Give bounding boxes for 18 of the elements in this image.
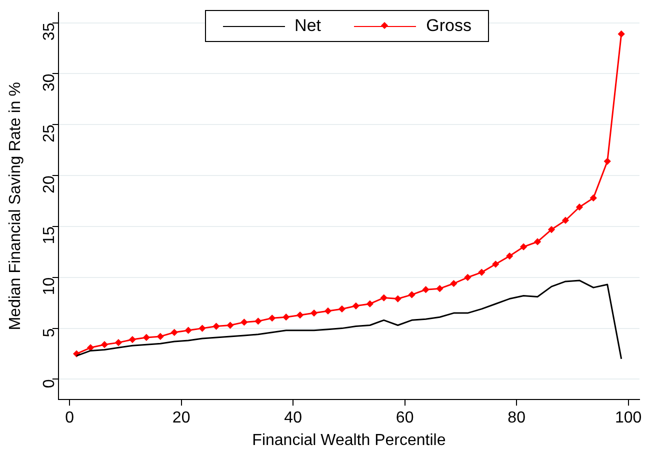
y-tick-label: 30	[40, 74, 58, 92]
y-tick-label: 15	[40, 226, 58, 244]
y-axis-title: Median Financial Saving Rate in %	[7, 82, 24, 330]
x-tick-label: 20	[172, 410, 190, 427]
y-tick-label: 0	[40, 379, 58, 388]
y-tick-label: 20	[40, 175, 58, 194]
x-tick-label: 80	[508, 410, 526, 427]
y-tick-label: 10	[40, 277, 58, 296]
y-tick-label: 25	[40, 124, 58, 142]
y-tick-label: 5	[40, 328, 58, 338]
y-tick-label: 35	[40, 22, 58, 41]
x-tick-label: 40	[284, 410, 302, 427]
x-tick-label: 60	[396, 410, 414, 427]
legend-label: Net	[294, 16, 322, 36]
x-axis-title: Financial Wealth Percentile	[252, 432, 446, 449]
legend-label: Gross	[426, 16, 472, 36]
x-tick-label: 0	[65, 410, 74, 427]
x-tick-label: 100	[614, 410, 642, 427]
